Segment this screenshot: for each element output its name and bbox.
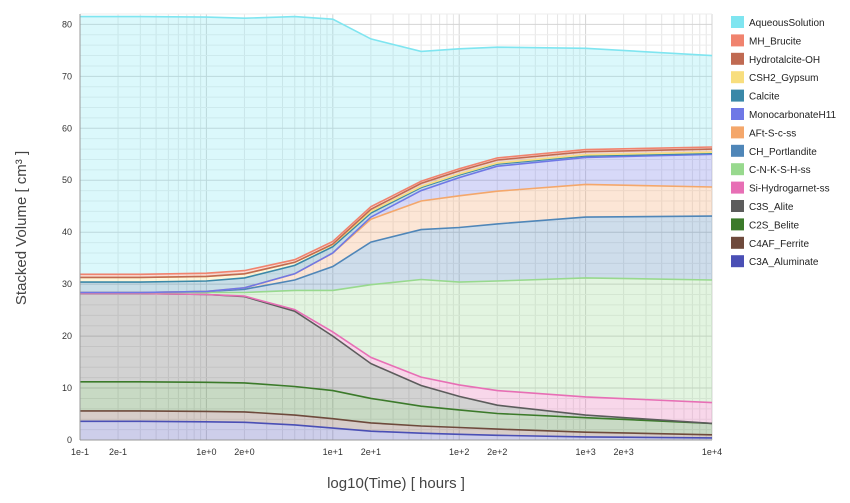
legend-label-c-n-k-s-h-ss: C-N-K-S-H-ss bbox=[749, 165, 811, 176]
x-tick-label: 2e+1 bbox=[361, 447, 381, 457]
area-c3s-alite bbox=[80, 293, 712, 424]
series-lines-group bbox=[80, 15, 713, 439]
x-axis-title: log10(Time) [ hours ] bbox=[327, 475, 465, 492]
y-tick-label: 40 bbox=[62, 227, 72, 237]
x-tick-label: 2e-1 bbox=[109, 447, 127, 457]
area-series-group bbox=[80, 16, 712, 440]
y-tick-label: 80 bbox=[62, 19, 72, 29]
line-mh-brucite bbox=[80, 146, 713, 276]
legend-swatch-c3s-alite bbox=[731, 200, 744, 212]
area-c3a-aluminate bbox=[80, 421, 712, 440]
line-c4af-ferrite bbox=[80, 410, 713, 436]
y-tick-label: 0 bbox=[67, 435, 72, 445]
legend-swatch-c-n-k-s-h-ss bbox=[731, 163, 744, 176]
area-ch-portlandite bbox=[80, 216, 712, 293]
y-tick-labels: 0 10 20 30 40 50 60 70 80 bbox=[62, 19, 72, 445]
area-aqueoussolution bbox=[80, 16, 712, 275]
legend-swatch-c2s-belite bbox=[731, 218, 744, 231]
legend-swatch-c4af-ferrite bbox=[731, 236, 744, 249]
line-aqueoussolution bbox=[80, 15, 713, 57]
y-tick-label: 50 bbox=[62, 175, 72, 185]
area-c-n-k-s-h-ss bbox=[80, 277, 712, 403]
legend-swatch-mh-brucite bbox=[731, 34, 744, 47]
y-axis-title: Stacked Volume [ cm³ ] bbox=[13, 151, 30, 305]
legend-label-si-hydrogarnet-ss: Si-Hydrogarnet-ss bbox=[749, 184, 830, 195]
y-tick-label: 70 bbox=[62, 71, 72, 81]
line-c3a-aluminate bbox=[80, 420, 713, 439]
legend-label-csh2-gypsum: CSH2_Gypsum bbox=[749, 73, 818, 84]
x-tick-label: 1e+3 bbox=[575, 447, 595, 457]
legend-label-c2s-belite: C2S_Belite bbox=[749, 220, 799, 231]
line-c-n-k-s-h-ss bbox=[80, 277, 713, 294]
legend-swatch-ch-portlandite bbox=[731, 144, 744, 157]
line-hydrotalcite-oh bbox=[80, 148, 713, 279]
area-monocarbonateh11 bbox=[80, 154, 712, 293]
legend-swatch-c3a-aluminate bbox=[731, 255, 744, 268]
line-si-hydrogarnet-ss bbox=[80, 292, 713, 404]
x-tick-label: 1e+0 bbox=[196, 447, 216, 457]
legend-label-monocarbonateh11: MonocarbonateH11 bbox=[749, 110, 837, 121]
legend-label-ch-portlandite: CH_Portlandite bbox=[749, 147, 817, 158]
y-tick-label: 30 bbox=[62, 279, 72, 289]
area-si-hydrogarnet-ss bbox=[80, 293, 712, 424]
legend-label-c3s-alite: C3S_Alite bbox=[749, 202, 794, 213]
legend-swatch-si-hydrogarnet-ss bbox=[731, 181, 744, 194]
legend-label-c4af-ferrite: C4AF_Ferrite bbox=[749, 239, 809, 250]
legend-label-aft-s-c-ss: AFt-S-c-ss bbox=[749, 128, 796, 139]
area-c2s-belite bbox=[80, 381, 712, 435]
legend-swatch-csh2-gypsum bbox=[731, 71, 744, 84]
area-aft-s-c-ss bbox=[80, 184, 712, 293]
line-calcite bbox=[80, 152, 713, 283]
legend-label-c3a-aluminate: C3A_Aluminate bbox=[749, 257, 819, 268]
y-tick-label: 60 bbox=[62, 123, 72, 133]
legend-swatch-monocarbonateh11 bbox=[731, 108, 744, 120]
x-tick-label: 2e+0 bbox=[234, 447, 254, 457]
x-tick-label: 2e+3 bbox=[614, 447, 634, 457]
legend-label-hydrotalcite-oh: Hydrotalcite-OH bbox=[749, 55, 820, 66]
x-tick-label: 1e+1 bbox=[323, 447, 343, 457]
legend-label-aqueoussolution: AqueousSolution bbox=[749, 18, 825, 29]
line-monocarbonateh11 bbox=[80, 153, 713, 294]
legend-swatch-aqueoussolution bbox=[731, 16, 744, 28]
y-tick-label: 20 bbox=[62, 331, 72, 341]
x-tick-labels: 1e-1 2e-1 1e+0 2e+0 1e+1 2e+1 1e+2 2e+2 1e+3 2e+3… bbox=[71, 447, 722, 457]
x-tick-label: 2e+2 bbox=[487, 447, 507, 457]
x-tick-label: 1e-1 bbox=[71, 447, 89, 457]
legend: AqueousSolution MH_Brucite Hydrotalcite-OH… bbox=[731, 16, 837, 268]
y-tick-label: 10 bbox=[62, 383, 72, 393]
line-c2s-belite bbox=[80, 380, 713, 425]
x-tick-label: 1e+4 bbox=[702, 447, 722, 457]
legend-swatch-aft-s-c-ss bbox=[731, 126, 744, 139]
legend-label-mh-brucite: MH_Brucite bbox=[749, 36, 802, 47]
axes bbox=[79, 14, 712, 441]
legend-label-calcite: Calcite bbox=[749, 92, 780, 103]
x-tick-label: 1e+2 bbox=[449, 447, 469, 457]
legend-swatch-calcite bbox=[731, 89, 744, 102]
legend-swatch-hydrotalcite-oh bbox=[731, 52, 744, 65]
